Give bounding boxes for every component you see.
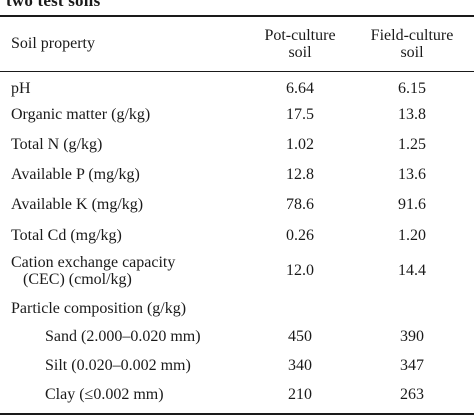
- row-property: Silt (0.020–0.002 mm): [45, 357, 191, 374]
- header-pot-culture: Pot-culture soil: [245, 27, 355, 61]
- row-field-value: 1.20: [398, 227, 426, 244]
- header-pot-line2: soil: [288, 44, 312, 61]
- row-property: Total Cd (mg/kg): [11, 227, 122, 244]
- row-field-value: 6.15: [398, 80, 426, 97]
- header-pot-line1: Pot-culture: [264, 27, 336, 44]
- row-pot-value: 6.64: [286, 80, 314, 97]
- header-field-line2: soil: [400, 44, 424, 61]
- row-field-value: 91.6: [398, 196, 426, 213]
- row-pot-value: 450: [288, 328, 312, 345]
- row-pot-value: 78.6: [286, 196, 314, 213]
- row-pot-value: 12.8: [286, 166, 314, 183]
- row-pot-value: 1.02: [286, 136, 314, 153]
- row-pot-value: 17.5: [286, 106, 314, 123]
- row-property: Available P (mg/kg): [11, 166, 140, 183]
- row-property: Clay (≤0.002 mm): [45, 386, 164, 403]
- row-pot-value: 210: [288, 386, 312, 403]
- header-rule: [0, 71, 474, 72]
- table-caption: two test soils: [6, 0, 101, 10]
- table-bottom-rule: [0, 413, 474, 415]
- row-property: Sand (2.000–0.020 mm): [45, 328, 201, 345]
- row-pot-value: 12.0: [286, 262, 314, 279]
- header-soil-property: Soil property: [11, 35, 95, 52]
- row-property: Organic matter (g/kg): [11, 106, 151, 123]
- row-field-value: 13.8: [398, 106, 426, 123]
- row-field-value: 263: [400, 386, 424, 403]
- row-pot-value: 0.26: [286, 227, 314, 244]
- row-property-line1: Cation exchange capacity: [11, 254, 176, 271]
- row-field-value: 347: [400, 357, 424, 374]
- row-field-value: 390: [400, 328, 424, 345]
- row-property: pH: [11, 80, 31, 97]
- row-property: Total N (g/kg): [11, 136, 103, 153]
- row-pot-value: 340: [288, 357, 312, 374]
- row-property: Available K (mg/kg): [11, 196, 144, 213]
- row-property-line2: (CEC) (cmol/kg): [23, 271, 132, 288]
- row-field-value: 13.6: [398, 166, 426, 183]
- row-field-value: 1.25: [398, 136, 426, 153]
- row-property: Particle composition (g/kg): [11, 300, 187, 317]
- table-top-rule: [0, 15, 474, 17]
- header-field-line1: Field-culture: [370, 27, 454, 44]
- row-property: Cation exchange capacity (CEC) (cmol/kg): [11, 254, 175, 288]
- header-field-culture: Field-culture soil: [357, 27, 467, 61]
- row-field-value: 14.4: [398, 262, 426, 279]
